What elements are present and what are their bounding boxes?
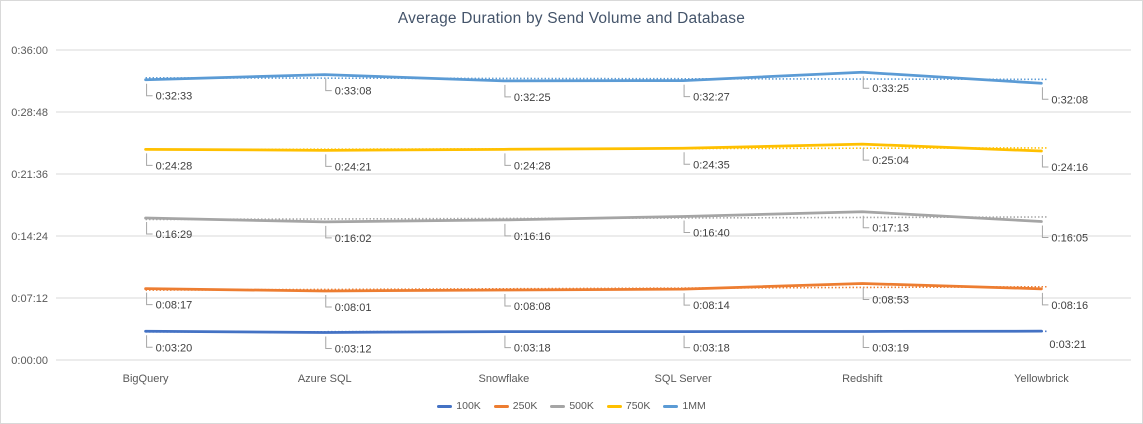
chart-legend: 100K 250K 500K 750K 1MM — [1, 397, 1142, 415]
data-label-leader-line — [325, 294, 332, 308]
x-axis-category-label: Yellowbrick — [1014, 373, 1069, 385]
data-label-leader-line — [862, 76, 870, 89]
y-axis-tick-label: 0:00:00 — [11, 355, 48, 367]
data-label-leader-line — [146, 335, 153, 348]
data-label-250K: 0:08:08 — [514, 301, 551, 313]
legend-label: 100K — [456, 400, 481, 412]
data-label-leader-line — [504, 223, 511, 237]
chart-title: Average Duration by Send Volume and Data… — [397, 10, 746, 27]
data-label-1MM: 0:33:08 — [335, 86, 372, 98]
series-line-100K — [144, 329, 1043, 334]
data-label-1MM: 0:32:27 — [693, 92, 730, 104]
data-label-leader-line — [683, 152, 691, 165]
legend-label: 750K — [625, 400, 651, 412]
legend-label: 500K — [569, 400, 594, 412]
data-label-leader-line — [504, 84, 511, 98]
data-label-leader-line — [325, 154, 332, 167]
data-label-1MM: 0:32:33 — [156, 91, 193, 103]
legend-label: 1MM — [682, 400, 706, 412]
data-label-leader-line — [146, 153, 153, 166]
data-label-leader-line — [146, 83, 153, 97]
x-axis-category-label: Snowflake — [479, 373, 530, 385]
data-label-leader-line — [1041, 292, 1049, 306]
data-label-750K: 0:24:28 — [514, 160, 551, 172]
data-label-500K: 0:16:02 — [335, 233, 372, 245]
y-axis-tick-label: 0:14:24 — [11, 231, 48, 243]
legend-item-100k: 100K — [437, 400, 481, 412]
legend-swatch-100k — [437, 404, 453, 408]
data-label-250K: 0:08:53 — [872, 295, 909, 307]
legend-swatch-750k — [606, 404, 622, 408]
data-label-leader-line — [683, 335, 691, 349]
data-label-leader-line — [683, 293, 691, 306]
legend-item-500k: 500K — [550, 400, 594, 412]
data-label-leader-line — [1041, 87, 1049, 100]
data-label-750K: 0:24:35 — [693, 159, 730, 171]
data-label-leader-line — [683, 220, 691, 233]
data-label-leader-line — [862, 335, 870, 348]
legend-label: 250K — [512, 400, 538, 412]
data-label-1MM: 0:32:08 — [1051, 94, 1088, 106]
data-label-500K: 0:16:29 — [156, 229, 193, 241]
data-label-500K: 0:17:13 — [872, 223, 909, 235]
data-label-leader-line — [325, 336, 332, 349]
data-label-leader-line — [504, 335, 511, 349]
data-label-100K: 0:03:21 — [1049, 339, 1086, 351]
data-label-leader-line — [683, 84, 691, 98]
data-label-leader-line — [146, 222, 153, 235]
series-line-500K — [144, 210, 1043, 224]
legend-swatch-500k — [550, 404, 566, 408]
data-label-leader-line — [862, 287, 870, 301]
data-label-leader-line — [504, 153, 511, 166]
data-label-500K: 0:16:16 — [514, 231, 551, 243]
data-label-1MM: 0:32:25 — [514, 92, 551, 104]
legend-item-750k: 750K — [606, 400, 651, 412]
data-label-1MM: 0:33:25 — [872, 83, 909, 95]
y-axis-tick-label: 0:28:48 — [11, 107, 48, 119]
series-line-750K — [144, 142, 1043, 153]
data-label-leader-line — [504, 293, 511, 307]
x-axis-category-label: SQL Server — [655, 373, 712, 385]
data-label-250K: 0:08:16 — [1051, 300, 1088, 312]
data-label-250K: 0:08:17 — [156, 300, 193, 312]
series-line-250K — [144, 282, 1043, 293]
data-label-750K: 0:25:04 — [872, 155, 909, 167]
legend-swatch-1mm — [663, 404, 679, 408]
legend-item-250k: 250K — [493, 400, 538, 412]
data-label-leader-line — [146, 292, 153, 306]
legend-swatch-250k — [493, 404, 509, 408]
data-label-100K: 0:03:12 — [335, 343, 372, 355]
data-label-500K: 0:16:05 — [1051, 233, 1088, 245]
data-label-750K: 0:24:16 — [1051, 162, 1088, 174]
y-axis-tick-label: 0:07:12 — [11, 293, 48, 305]
x-axis-category-label: BigQuery — [123, 373, 169, 385]
data-label-100K: 0:03:20 — [156, 342, 193, 354]
data-label-100K: 0:03:19 — [872, 342, 909, 354]
data-label-100K: 0:03:18 — [693, 343, 730, 355]
x-axis-category-label: Azure SQL — [298, 373, 352, 385]
legend-item-1mm: 1MM — [663, 400, 706, 412]
x-axis-category-label: Redshift — [842, 373, 882, 385]
data-label-leader-line — [1041, 155, 1049, 168]
y-axis-tick-label: 0:36:00 — [11, 45, 48, 57]
series-line-1MM — [144, 70, 1043, 85]
data-label-500K: 0:16:40 — [693, 227, 730, 239]
y-axis-tick-label: 0:21:36 — [11, 169, 48, 181]
data-label-750K: 0:24:28 — [156, 160, 193, 172]
data-label-100K: 0:03:18 — [514, 343, 551, 355]
data-label-leader-line — [325, 78, 332, 92]
data-label-250K: 0:08:01 — [335, 302, 372, 314]
data-label-leader-line — [862, 148, 870, 161]
data-label-leader-line — [325, 225, 332, 239]
data-label-leader-line — [1041, 225, 1049, 239]
trendline-1MM — [145, 77, 1049, 81]
data-label-leader-line — [862, 215, 870, 229]
data-label-750K: 0:24:21 — [335, 161, 372, 173]
data-label-250K: 0:08:14 — [693, 300, 730, 312]
